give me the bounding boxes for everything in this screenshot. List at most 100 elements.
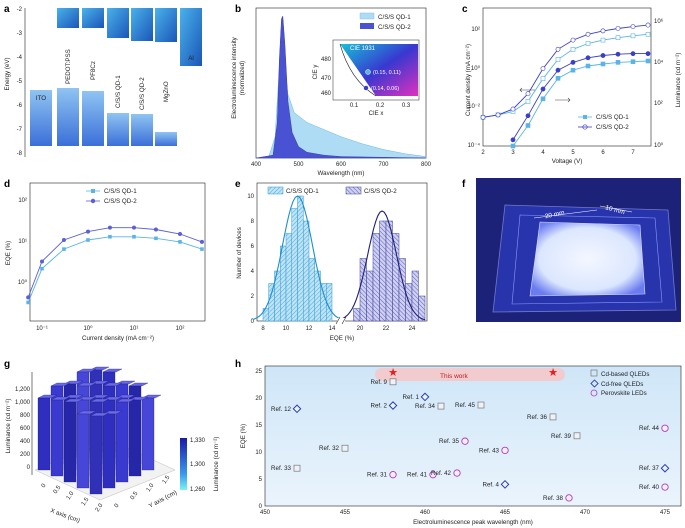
panel-d-xlabel: Current density (mA cm⁻²) — [82, 335, 154, 342]
emission-area — [529, 221, 646, 297]
data-point — [555, 76, 561, 81]
panel-e-bars — [252, 195, 426, 322]
data-point — [570, 37, 576, 43]
tick-label: 6 — [601, 150, 605, 156]
layer-label-al: Al — [188, 55, 194, 62]
scatter-ref-label: Ref. 36 — [527, 414, 548, 421]
bar3d — [128, 399, 142, 477]
panel-e-ylabel: Number of devices — [236, 227, 243, 279]
tick-label: 22 — [383, 326, 390, 332]
scatter-point — [573, 432, 581, 440]
data-point — [510, 106, 516, 112]
data-point — [199, 239, 204, 244]
tick-label: 600 — [336, 162, 347, 168]
tick-label: 1.5 — [81, 496, 91, 507]
tick-label: -8 — [17, 151, 23, 157]
data-point — [86, 238, 90, 242]
panel-c-legend: C/S/S QD-1 C/S/S QD-2 — [578, 114, 629, 131]
tick-label: 10² — [176, 326, 185, 332]
data-point — [480, 114, 486, 120]
histogram-bar — [366, 270, 374, 322]
panel-h-points: Ref. 9 Ref. 34 Ref. 45 Ref. 36 Ref. 39 Ref. 3… — [271, 367, 670, 502]
tick-label: 3 — [511, 150, 515, 156]
legend-marker-qd2 — [582, 124, 588, 130]
data-point — [615, 26, 621, 31]
bar3d — [115, 401, 129, 483]
qd2-lumo — [131, 8, 153, 41]
scatter-point — [389, 378, 397, 386]
data-point — [40, 266, 44, 271]
cie-ytick: 470 — [321, 76, 332, 82]
tick-label: 8 — [261, 326, 265, 332]
legend-qd1: C/S/S QD-1 — [378, 14, 411, 21]
scatter-point — [389, 471, 397, 479]
tick-label: 0.5 — [53, 484, 63, 495]
layer-label-qd1: C/S/S QD-1 — [115, 75, 122, 108]
scatter-ref-label: Ref. 44 — [639, 425, 660, 432]
tick-label: 20 — [255, 396, 262, 402]
scatter-ref-label: Ref. 33 — [271, 465, 292, 472]
tick-label: 400 — [20, 439, 31, 445]
curve-1 — [482, 24, 649, 118]
tick-label: 4 — [251, 269, 255, 275]
scatter-point — [661, 424, 669, 432]
tick-label: -2 — [17, 7, 23, 13]
scatter-point — [461, 437, 469, 445]
tick-label: 455 — [340, 510, 351, 516]
data-point — [600, 53, 606, 58]
scatter-ref-label: Ref. 45 — [455, 402, 476, 409]
scatter-point — [453, 469, 461, 477]
layer-label-pf8cz: PF8Cz — [90, 61, 97, 80]
scatter-ref-label: Ref. 39 — [551, 433, 572, 440]
tick-label: 1.5 — [162, 474, 172, 485]
panel-d-yticks: 10² 10¹ 10⁰ — [18, 198, 28, 286]
tick-label: 6 — [251, 244, 255, 250]
histogram-bar — [392, 233, 400, 322]
panel-h-yticks: 0 5 10 15 20 25 — [255, 369, 262, 510]
tick-label: 20 — [357, 326, 364, 332]
scatter-point — [437, 402, 445, 410]
tick-label: 7 — [631, 150, 635, 156]
legend-swatch-qd1 — [359, 12, 375, 20]
panel-h-xlabel: Electroluminescence peak wavelength (nm) — [413, 519, 533, 526]
cie-ytick: 480 — [321, 57, 332, 63]
histogram-bar — [320, 283, 327, 322]
tick-label: 1,300 — [190, 462, 206, 468]
data-point — [200, 247, 204, 251]
tick-label: 1,260 — [190, 487, 206, 493]
qd1-lumo — [107, 8, 129, 38]
tick-label: 1,000 — [15, 400, 31, 406]
data-point — [585, 41, 591, 46]
data-point — [600, 61, 606, 67]
tick-label: 10⁻⁴ — [468, 142, 481, 149]
tick-label: 14 — [329, 326, 336, 332]
tick-label: 10¹ — [18, 239, 27, 245]
scatter-point: ★ — [388, 367, 398, 379]
panel-e-letter: e — [235, 179, 241, 190]
data-point — [40, 259, 44, 264]
colorbar-title: Luminance (cd m⁻²) — [213, 437, 220, 492]
this-work-label: This work — [440, 373, 469, 380]
tick-label: 10 — [283, 326, 290, 332]
data-point — [540, 66, 546, 71]
legend-swatch-qd2 — [345, 186, 362, 195]
panel-e-yticks: 0 2 4 6 8 10 — [247, 194, 254, 325]
data-point — [600, 37, 606, 43]
data-point — [555, 46, 561, 52]
panel-g-xlabel: X axis (cm) — [49, 507, 80, 524]
panel-h-frame — [264, 365, 682, 507]
panel-c-xticks: 2 3 4 5 6 7 — [481, 150, 635, 156]
legend-qd1: C/S/S QD-1 — [104, 188, 137, 195]
panel-c-curves — [480, 22, 651, 149]
tick-label: 10⁻¹ — [36, 326, 48, 332]
panel-c-xlabel: Voltage (V) — [552, 158, 583, 165]
data-point — [495, 112, 501, 118]
pedot-homo — [57, 88, 79, 146]
panel-d: d EQE (%) 10² 10¹ 10⁰ 10⁻¹ 10⁰ 10¹ 10² C… — [4, 179, 206, 342]
scatter-ref-label: Ref. 43 — [479, 447, 500, 454]
legend-qd2: C/S/S QD-2 — [378, 24, 411, 31]
legend-marker-cd — [590, 369, 598, 377]
panel-b: b Electroluminescence intensity (normali… — [231, 4, 432, 177]
scatter-point — [292, 404, 302, 414]
data-point — [510, 137, 516, 143]
